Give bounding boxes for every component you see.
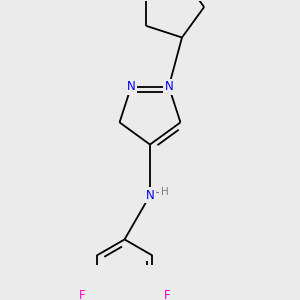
Text: F: F xyxy=(164,290,170,300)
Text: N: N xyxy=(164,80,173,93)
Text: H: H xyxy=(160,188,168,197)
Text: N: N xyxy=(146,189,154,202)
Text: F: F xyxy=(79,290,86,300)
Text: N: N xyxy=(127,80,136,93)
